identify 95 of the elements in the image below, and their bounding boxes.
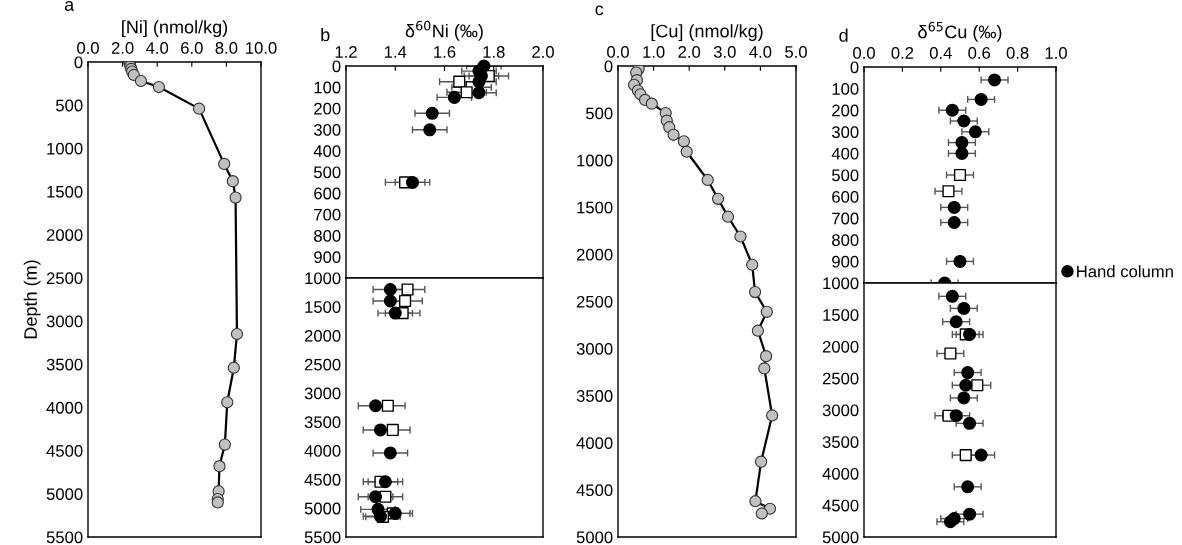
y-tick-label: 5000 <box>822 531 859 544</box>
y-tick-label: 4000 <box>304 445 341 457</box>
x-axis-title: δ$^{65}$Cu (‰) <box>918 21 1002 42</box>
y-tick-label: 5500 <box>46 531 83 544</box>
y-tick-label: 5000 <box>304 502 341 515</box>
y-tick-label: 1000 <box>577 154 613 167</box>
x-tick-label: 5.0 <box>785 46 807 58</box>
y-tick-label: 100 <box>832 83 859 95</box>
y-tick-label: 3500 <box>46 358 83 371</box>
y-tick-label: 3500 <box>822 436 859 448</box>
y-tick-label: 2000 <box>576 248 613 261</box>
y-tick-label: 300 <box>831 126 859 138</box>
text: d <box>839 28 848 42</box>
x-tick-label: 1.8 <box>483 46 505 58</box>
y-tick-label: 3000 <box>576 343 613 355</box>
y-tick-label: 900 <box>832 255 859 268</box>
y-tick-label: 2500 <box>576 295 613 308</box>
x-tick-label: 4.0 <box>146 42 169 54</box>
y-tick-label: 5000 <box>46 488 83 501</box>
x-tick-label: 0.6 <box>968 47 991 59</box>
y-tick-label: 4000 <box>576 437 613 449</box>
y-tick-label: 700 <box>314 208 341 221</box>
x-tick-label: 2.0 <box>532 46 554 58</box>
y-tick-label: 600 <box>832 191 859 203</box>
y-tick-label: 800 <box>314 230 341 242</box>
y-tick-label: 200 <box>832 104 859 117</box>
y-tick-label: 500 <box>832 169 859 182</box>
y-tick-label: 0 <box>74 56 83 69</box>
x-tick-label: 1.6 <box>434 46 456 58</box>
y-tick-label: 3000 <box>822 404 859 417</box>
x-tick-label: 4.0 <box>749 46 772 58</box>
x-axis-title: δ$^{60}$Ni (‰) <box>405 20 483 41</box>
y-tick-label: 100 <box>314 81 341 94</box>
y-tick-label: 1000 <box>823 277 859 290</box>
x-tick-label: 2.0 <box>678 46 701 58</box>
text: c <box>595 5 604 16</box>
x-tick-label: 1.2 <box>335 46 357 58</box>
y-tick-label: 600 <box>314 187 341 200</box>
y-tick-label: 500 <box>586 107 613 120</box>
x-tick-label: 1.0 <box>1045 47 1067 59</box>
y-tick-label: 3500 <box>576 390 613 402</box>
y-tick-label: 1500 <box>305 301 341 313</box>
y-tick-label: 1000 <box>47 142 83 155</box>
x-tick-label: 0.8 <box>1006 47 1029 59</box>
y-tick-label: 2500 <box>46 272 83 285</box>
x-tick-label: 6.0 <box>181 42 203 54</box>
y-tick-label: 1500 <box>823 309 859 321</box>
y-tick-label: 4500 <box>822 499 859 512</box>
y-tick-label: 1500 <box>577 201 613 214</box>
x-tick-label: 0.4 <box>929 47 952 59</box>
y-tick-label: 2500 <box>304 358 341 371</box>
y-tick-label: 1500 <box>47 185 83 198</box>
y-tick-label: 2000 <box>822 340 859 353</box>
y-tick-label: 200 <box>314 102 341 115</box>
x-tick-label: 1.4 <box>384 46 407 58</box>
y-tick-label: 800 <box>832 234 859 246</box>
x-tick-label: 0.0 <box>607 46 629 58</box>
text: b <box>321 27 330 42</box>
y-tick-label: 2500 <box>822 372 859 385</box>
y-tick-label: 400 <box>313 145 341 157</box>
x-axis-title: [Ni] (nmol/kg) <box>122 20 228 38</box>
y-tick-label: 500 <box>314 166 341 179</box>
x-tick-label: 0.0 <box>853 47 875 59</box>
y-tick-label: 4500 <box>304 473 341 486</box>
x-tick-label: 0.2 <box>891 47 914 59</box>
legend-label: Hand column <box>1077 265 1173 278</box>
y-tick-label: 3000 <box>304 387 341 400</box>
y-tick-label: 5500 <box>304 531 341 544</box>
y-tick-label: 2000 <box>46 229 83 241</box>
y-axis-title: Depth (m) <box>23 260 41 339</box>
y-tick-label: 300 <box>313 124 341 136</box>
y-tick-label: 4000 <box>822 467 859 480</box>
x-tick-label: 10.0 <box>246 42 277 54</box>
x-axis-title: [Cu] (nmol/kg) <box>651 24 763 42</box>
x-tick-label: 2.0 <box>111 42 134 54</box>
y-tick-label: 3500 <box>304 416 341 429</box>
y-tick-label: 5000 <box>576 531 613 544</box>
x-tick-label: 0.0 <box>77 42 99 54</box>
y-tick-label: 4000 <box>46 401 83 414</box>
y-tick-label: 400 <box>831 147 859 160</box>
y-tick-label: 4500 <box>576 484 613 497</box>
y-tick-label: 1000 <box>305 272 341 285</box>
y-tick-label: 2000 <box>304 329 341 342</box>
y-tick-label: 900 <box>314 251 341 263</box>
x-tick-label: 1.0 <box>643 46 665 58</box>
y-tick-label: 0 <box>850 61 859 74</box>
y-tick-label: 0 <box>604 60 613 73</box>
y-tick-label: 4500 <box>46 445 83 457</box>
y-tick-label: 700 <box>832 212 859 225</box>
y-tick-label: 0 <box>332 60 341 73</box>
x-tick-label: 3.0 <box>713 46 736 58</box>
x-tick-label: 8.0 <box>215 42 238 54</box>
y-tick-label: 3000 <box>46 315 83 328</box>
text: a <box>64 1 75 11</box>
y-tick-label: 500 <box>56 99 83 112</box>
